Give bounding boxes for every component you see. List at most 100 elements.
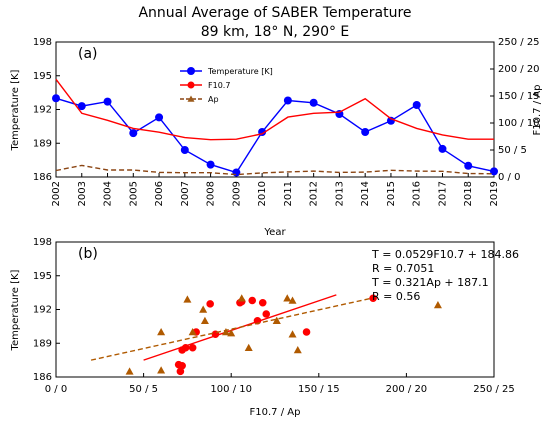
x-tick-label: 2018 [463, 181, 474, 206]
x-tick-label: 2017 [437, 181, 448, 206]
scatter-point-f107 [174, 360, 183, 369]
scatter-point-ap [283, 294, 292, 302]
panel-a-frame [55, 41, 495, 178]
y-tick-label: 195 [33, 271, 52, 282]
data-point [77, 102, 86, 111]
x-tick-label: 2004 [103, 181, 114, 206]
panel-a-tag: (a) [78, 46, 98, 62]
x-tick-label: 2015 [386, 181, 397, 206]
y-tick-label: 189 [33, 138, 52, 149]
scatter-point-ap [244, 343, 253, 351]
scatter-point-ap [199, 305, 208, 313]
scatter-point-f107 [248, 296, 257, 305]
scatter-point-f107 [188, 343, 197, 352]
scatter-point-f107 [262, 310, 271, 318]
panel-b-xlabel: F10.7 / Ap [250, 407, 301, 418]
data-point [129, 129, 138, 138]
scatter-point-ap [288, 296, 297, 304]
fit-r-f107: R = 0.7051 [372, 262, 434, 275]
series-line-temperature-k- [55, 97, 495, 174]
y2-tick-label: 200 / 20 [498, 64, 540, 75]
scatter-point-f107 [302, 328, 311, 336]
x-tick-label: 0 / 0 [45, 384, 67, 395]
chart-subtitle: 89 km, 18° N, 290° E [201, 24, 350, 40]
scatter-point-ap [272, 316, 281, 324]
x-tick-label: 2019 [489, 181, 500, 206]
y-tick-label: 195 [33, 71, 52, 82]
x-tick-label: 2013 [334, 181, 345, 206]
scatter-point-f107 [181, 343, 190, 352]
legend-label: F10.7 [208, 81, 230, 90]
data-point [361, 128, 370, 136]
x-tick-label: 2007 [180, 181, 191, 206]
scatter-point-f107 [369, 294, 377, 303]
data-point [490, 167, 498, 176]
y2-tick-label: 100 / 10 [498, 118, 540, 129]
scatter-point-ap [237, 294, 246, 302]
panel-a: (a) Year Temperature [K] F10.7 / Ap 2002… [10, 37, 543, 238]
data-point [309, 98, 318, 107]
y-tick-label: 189 [33, 338, 52, 349]
scatter-point-f107 [258, 298, 267, 307]
scatter-point-ap [157, 328, 166, 336]
legend-swatch-marker [187, 67, 195, 75]
x-tick-label: 2016 [412, 181, 423, 206]
data-point [438, 144, 447, 153]
x-tick-label: 150 / 15 [298, 384, 340, 395]
scatter-point-ap [293, 346, 302, 354]
y2-tick-label: 50 / 5 [498, 145, 527, 156]
scatter-point-ap [227, 329, 236, 337]
data-point [412, 101, 421, 109]
panel-a-y2label: F10.7 / Ap [532, 85, 543, 136]
fit-equation-f107: T = 0.0529F10.7 + 184.86 [371, 248, 519, 261]
panel-b-ylabel: Temperature [K] [10, 269, 21, 351]
x-tick-label: 100 / 10 [210, 384, 252, 395]
x-tick-label: 2006 [154, 181, 165, 206]
y-tick-label: 198 [33, 37, 52, 48]
fit-equation-ap: T = 0.321Ap + 187.1 [371, 276, 489, 289]
panel-a-legend: Temperature [K] F10.7 Ap [176, 64, 273, 108]
scatter-point-ap [200, 316, 209, 324]
y-tick-label: 192 [33, 305, 52, 316]
x-tick-label: 50 / 5 [129, 384, 158, 395]
data-point [103, 97, 112, 106]
y-tick-label: 198 [33, 237, 52, 248]
x-tick-label: 2005 [128, 181, 139, 206]
x-tick-label: 2009 [231, 181, 242, 206]
x-tick-label: 2012 [309, 181, 320, 206]
series-line-f10-7 [55, 78, 494, 141]
scatter-point-ap [188, 328, 197, 336]
x-tick-label: 2002 [51, 181, 62, 206]
data-point [232, 168, 241, 177]
panel-a-ylabel: Temperature [K] [10, 69, 21, 151]
scatter-point-ap [125, 367, 134, 375]
scatter-point-ap [433, 301, 442, 309]
legend-swatch-marker [187, 81, 195, 89]
fit-r-ap: R = 0.56 [372, 290, 420, 303]
x-tick-label: 2011 [283, 181, 294, 206]
data-point [180, 146, 189, 154]
legend-swatch-marker [187, 95, 195, 102]
x-tick-label: 2010 [257, 181, 268, 206]
scatter-point-f107 [206, 300, 214, 308]
legend-label: Ap [208, 95, 219, 104]
y-tick-label: 186 [33, 372, 52, 383]
x-tick-label: 2003 [77, 181, 88, 206]
series-line-ap [55, 164, 495, 176]
panel-a-xlabel: Year [263, 227, 286, 238]
y2-tick-label: 150 / 15 [498, 91, 540, 102]
y-tick-label: 186 [33, 172, 52, 183]
scatter-point-ap [157, 366, 166, 374]
data-point [283, 96, 292, 105]
panel-b: (b) F10.7 / Ap Temperature [K] 0 / 0 50 /… [10, 237, 519, 418]
chart-title: Annual Average of SABER Temperature [138, 5, 411, 21]
data-point [206, 160, 215, 169]
x-tick-label: 2008 [206, 181, 217, 206]
x-tick-label: 2014 [360, 181, 371, 206]
scatter-point-ap [288, 330, 297, 338]
x-tick-label: 200 / 20 [386, 384, 428, 395]
y-tick-label: 192 [33, 105, 52, 116]
scatter-point-ap [221, 328, 230, 336]
